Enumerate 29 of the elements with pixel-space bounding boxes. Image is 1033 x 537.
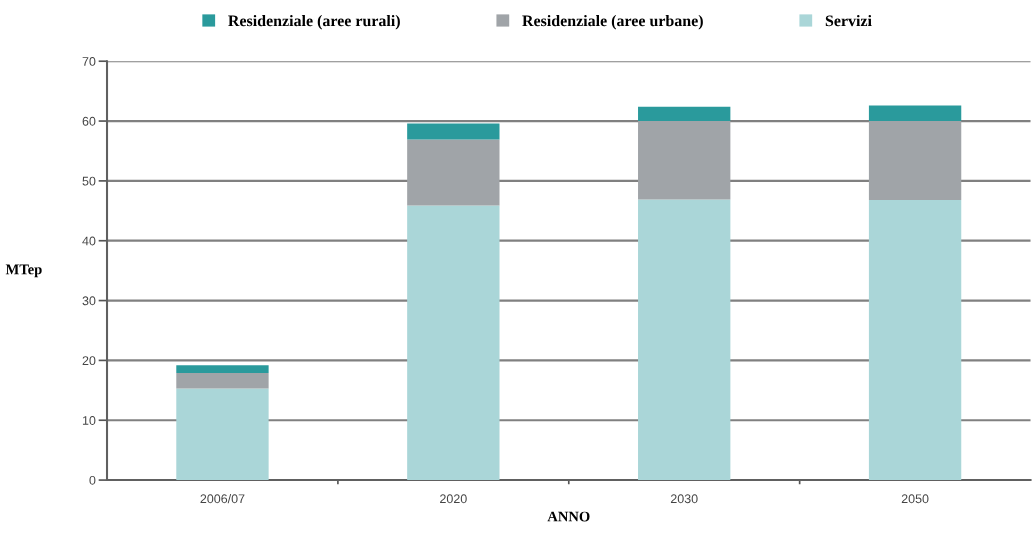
- y-tick-label: 30: [82, 296, 96, 306]
- legend-label: Residenziale (aree urbane): [522, 14, 703, 30]
- bar: [868, 121, 962, 201]
- y-tick-label: 40: [82, 236, 96, 246]
- y-tick-label: 20: [82, 356, 96, 366]
- bar: [868, 200, 962, 481]
- bar: [176, 372, 269, 389]
- bar: [176, 365, 269, 373]
- y-tick-label: 50: [82, 176, 96, 186]
- bar: [868, 105, 962, 122]
- y-tick-label: 0: [89, 475, 96, 485]
- x-tick-label: 2050: [901, 494, 929, 504]
- bar: [638, 121, 731, 200]
- y-tick-label: 60: [82, 116, 96, 126]
- x-axis-title: ANNO: [547, 511, 590, 522]
- bar: [407, 205, 500, 481]
- bar: [407, 123, 500, 140]
- y-axis-title: MTep: [5, 264, 42, 278]
- x-tick-label: 2006/07: [200, 493, 245, 504]
- x-tick-label: 2030: [670, 494, 698, 504]
- y-tick-label: 70: [82, 57, 96, 66]
- legend-label: Residenziale (aree rurali): [228, 14, 400, 30]
- bar: [638, 199, 731, 481]
- bar: [638, 106, 731, 122]
- legend-label: Servizi: [825, 14, 872, 27]
- x-tick-label: 2020: [440, 494, 467, 504]
- bar: [176, 388, 269, 481]
- y-tick-label: 10: [82, 416, 96, 425]
- bar: [407, 139, 500, 206]
